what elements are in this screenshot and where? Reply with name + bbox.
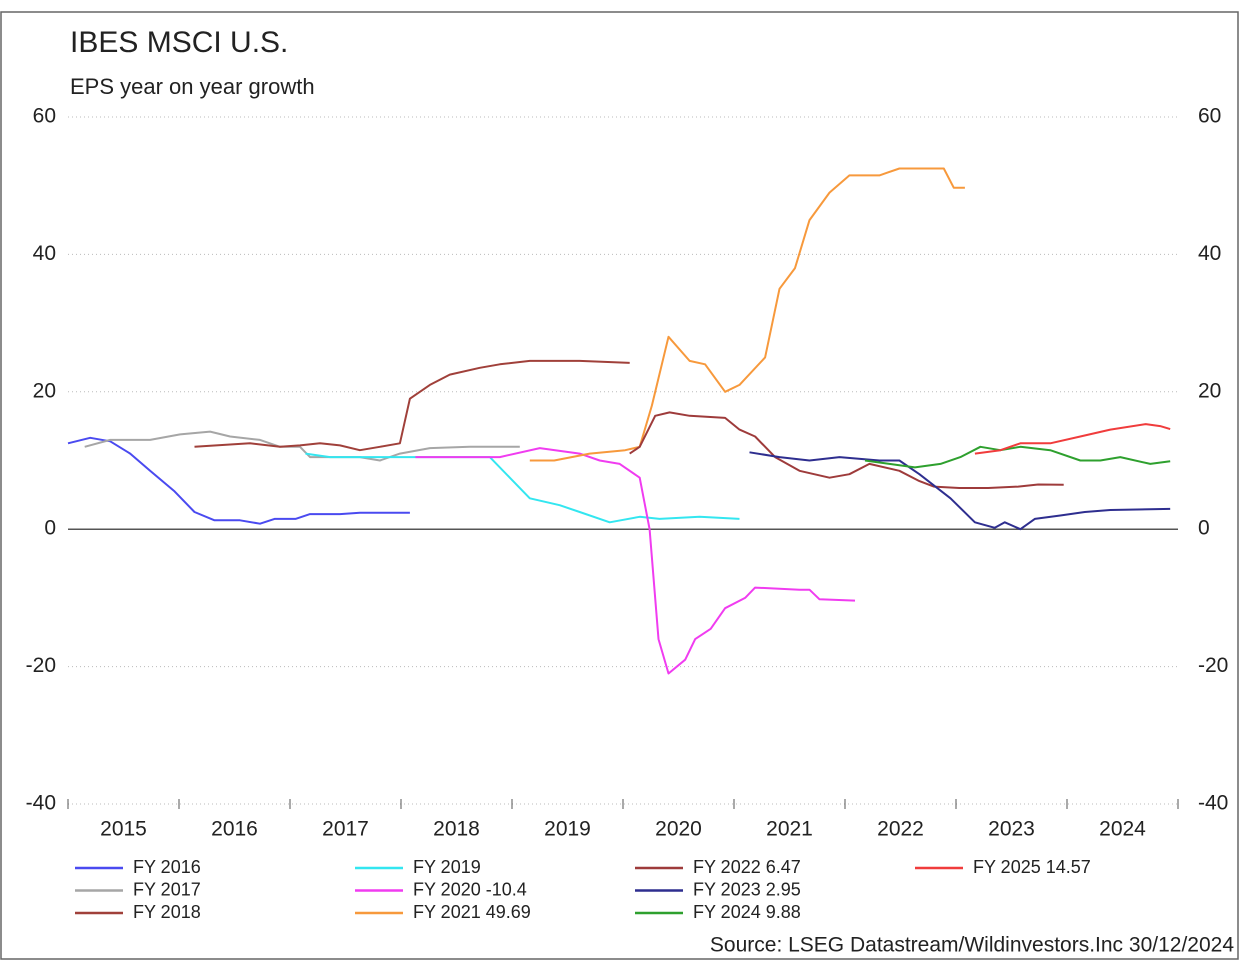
series-line xyxy=(529,167,965,462)
legend-label: FY 2019 xyxy=(413,857,481,877)
series-line xyxy=(864,445,1171,469)
series-line xyxy=(629,411,1064,489)
series-line xyxy=(415,447,856,675)
y-tick-label: -40 xyxy=(26,792,56,815)
series-line xyxy=(974,423,1171,455)
x-tick-label: 2020 xyxy=(655,818,702,841)
chart-title: IBES MSCI U.S. xyxy=(70,26,288,59)
series-line xyxy=(84,430,520,462)
y2-tick-label: -40 xyxy=(1198,792,1228,815)
x-tick-label: 2016 xyxy=(211,818,258,841)
chart-subtitle: EPS year on year growth xyxy=(70,74,315,99)
legend-label: FY 2017 xyxy=(133,879,201,899)
x-tick-label: 2019 xyxy=(544,818,591,841)
y-tick-label: -20 xyxy=(26,654,56,677)
x-tick-label: 2018 xyxy=(433,818,480,841)
series-line xyxy=(194,359,630,452)
legend-label: FY 2023 2.95 xyxy=(693,879,801,899)
legend-label: FY 2022 6.47 xyxy=(693,857,801,877)
y-tick-label: 0 xyxy=(44,517,56,540)
legend-label: FY 2020 -10.4 xyxy=(413,879,527,899)
y2-tick-label: 20 xyxy=(1198,379,1221,402)
y-tick-label: 40 xyxy=(33,242,56,265)
y2-tick-label: 60 xyxy=(1198,105,1221,128)
x-tick-label: 2017 xyxy=(322,818,369,841)
legend-label: FY 2024 9.88 xyxy=(693,902,801,922)
y2-tick-label: 0 xyxy=(1198,517,1210,540)
series-line xyxy=(305,452,740,524)
legend-label: FY 2016 xyxy=(133,857,201,877)
series-line xyxy=(67,436,410,525)
y2-tick-label: -20 xyxy=(1198,654,1228,677)
series-line xyxy=(749,451,1171,531)
legend-label: FY 2025 14.57 xyxy=(973,857,1091,877)
x-tick-label: 2022 xyxy=(877,818,924,841)
x-tick-label: 2024 xyxy=(1099,818,1146,841)
y-tick-label: 60 xyxy=(33,105,56,128)
y-tick-label: 20 xyxy=(33,379,56,402)
x-tick-label: 2023 xyxy=(988,818,1035,841)
legend-label: FY 2021 49.69 xyxy=(413,902,531,922)
y2-tick-label: 40 xyxy=(1198,242,1221,265)
x-tick-label: 2021 xyxy=(766,818,813,841)
legend-label: FY 2018 xyxy=(133,902,201,922)
frame xyxy=(0,11,1239,960)
source-note: Source: LSEG Datastream/Wildinvestors.In… xyxy=(710,934,1234,957)
x-tick-label: 2015 xyxy=(100,818,147,841)
